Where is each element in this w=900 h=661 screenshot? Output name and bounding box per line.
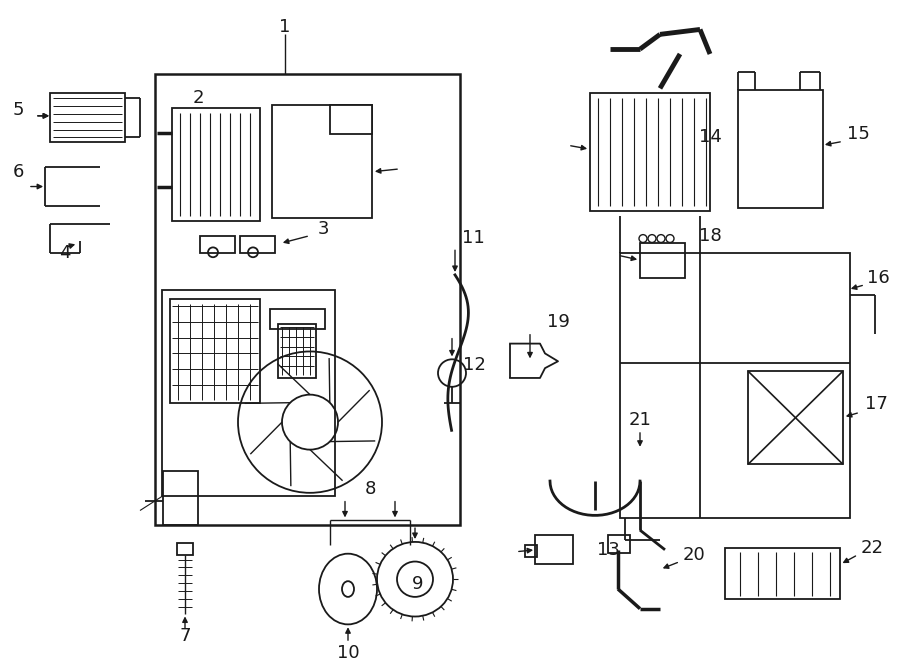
- Text: 10: 10: [337, 644, 359, 661]
- Text: 12: 12: [463, 356, 485, 374]
- Text: 16: 16: [867, 269, 889, 287]
- Bar: [608, 535, 630, 553]
- Bar: [170, 299, 260, 403]
- Bar: [640, 243, 685, 278]
- Bar: [177, 543, 193, 555]
- Text: 1: 1: [279, 19, 291, 36]
- Text: 17: 17: [865, 395, 887, 414]
- Bar: [240, 235, 275, 253]
- Bar: [200, 235, 235, 253]
- Text: 18: 18: [698, 227, 722, 245]
- Bar: [50, 93, 125, 142]
- Text: 14: 14: [698, 128, 722, 147]
- Text: 13: 13: [597, 541, 619, 559]
- Text: 6: 6: [13, 163, 23, 181]
- Bar: [330, 105, 372, 134]
- Text: 9: 9: [412, 575, 424, 593]
- Bar: [525, 545, 537, 557]
- Bar: [620, 253, 850, 518]
- Text: 11: 11: [462, 229, 484, 247]
- Text: 2: 2: [193, 89, 203, 107]
- Bar: [155, 73, 460, 525]
- Bar: [738, 91, 823, 208]
- Bar: [725, 548, 840, 599]
- Text: 22: 22: [860, 539, 884, 557]
- Text: 5: 5: [13, 101, 23, 119]
- Bar: [272, 105, 372, 218]
- Text: 20: 20: [682, 546, 706, 564]
- Text: 19: 19: [546, 313, 570, 331]
- Text: 4: 4: [59, 245, 71, 262]
- Bar: [163, 471, 198, 525]
- Bar: [270, 309, 325, 329]
- Bar: [590, 93, 710, 211]
- Bar: [535, 535, 573, 564]
- Text: 7: 7: [179, 627, 191, 645]
- Text: 21: 21: [628, 411, 652, 429]
- Text: 3: 3: [317, 219, 328, 238]
- Text: 15: 15: [847, 124, 869, 143]
- Bar: [748, 371, 843, 465]
- Bar: [278, 324, 316, 378]
- Bar: [162, 290, 335, 496]
- Bar: [172, 108, 260, 221]
- Text: 8: 8: [364, 480, 375, 498]
